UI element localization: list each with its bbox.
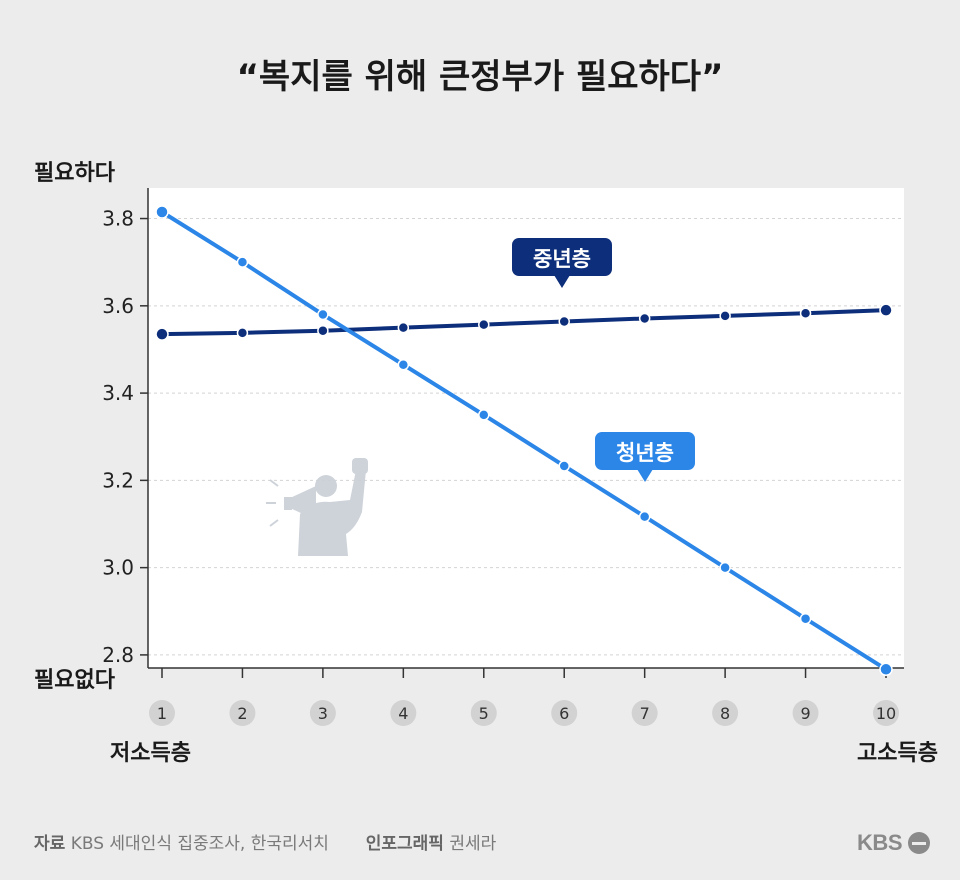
data-point: [558, 315, 570, 328]
megaphone-protester-icon: [266, 458, 368, 556]
source-credit: 자료 KBS 세대인식 집중조사, 한국리서치 인포그래픽 권세라: [34, 829, 496, 854]
x-tick-label: 3: [318, 704, 328, 723]
series-line-2: [160, 210, 888, 672]
x-tick-label: 5: [479, 704, 489, 723]
x-tick-label: 10: [876, 704, 896, 723]
graphic-credit-text: 권세라: [449, 834, 497, 854]
kbs-logo-mark-icon: [908, 832, 930, 854]
y-tick-label: 3.4: [102, 381, 134, 405]
data-point: [317, 308, 329, 321]
x-tick-label: 8: [720, 704, 730, 723]
x-tick-label: 9: [800, 704, 810, 723]
data-point: [638, 510, 651, 523]
data-point: [236, 327, 249, 339]
y-tick-label: 3.8: [102, 207, 134, 231]
x-tick-label: 4: [398, 704, 408, 723]
x-tick-badge: [309, 700, 336, 726]
data-point: [799, 307, 812, 319]
x-axis-left-label: 저소득층: [110, 741, 191, 766]
x-tick-label: 7: [640, 704, 650, 723]
x-tick-badge: [792, 700, 819, 726]
x-tick-badge: [631, 700, 658, 726]
data-point: [879, 303, 893, 317]
x-tick-label: 1: [157, 704, 167, 723]
x-tick-badge: [149, 700, 175, 726]
series-label-2: 청년층: [595, 432, 695, 482]
series-label-text: 청년층: [616, 441, 674, 465]
data-point: [155, 327, 169, 341]
series-label-box: [512, 238, 612, 276]
data-point: [155, 205, 169, 219]
y-tick-label: 3.6: [102, 294, 134, 318]
x-tick-badge: [390, 700, 417, 726]
series-line-1: [161, 308, 887, 337]
x-tick-badge: [470, 700, 497, 726]
series-label-box: [595, 432, 695, 470]
x-axis-right-label: 고소득층: [857, 741, 938, 766]
series-label-pointer: [637, 469, 653, 482]
chart-title: “복지를 위해 큰정부가 필요하다”: [237, 57, 724, 97]
graphic-credit-label: 인포그래픽: [365, 834, 444, 854]
x-tick-label: 2: [237, 704, 247, 723]
x-tick-badge: [551, 700, 578, 726]
data-point: [799, 612, 812, 625]
source-text: KBS 세대인식 집중조사, 한국리서치: [70, 834, 329, 854]
x-tick-label: 6: [559, 704, 569, 723]
data-point: [397, 321, 410, 334]
data-point: [638, 312, 651, 325]
kbs-logo-text: KBS: [857, 830, 902, 855]
y-tick-label: 3.0: [102, 556, 134, 580]
data-point: [558, 460, 570, 472]
data-point: [478, 318, 490, 331]
data-point: [719, 310, 731, 322]
data-point: [236, 256, 249, 268]
series-label-pointer: [554, 275, 570, 288]
y-tick-label: 3.2: [102, 468, 134, 492]
series-label-1: 중년층: [512, 238, 612, 288]
x-tick-badge: [229, 700, 256, 726]
y-tick-label: 2.8: [102, 643, 134, 667]
data-point: [478, 409, 490, 421]
data-point: [719, 561, 731, 574]
series-label-text: 중년층: [533, 247, 591, 271]
y-axis-top-label: 필요하다: [34, 161, 116, 186]
data-point: [879, 662, 893, 677]
source-label: 자료: [34, 834, 66, 854]
y-axis-bottom-label: 필요없다: [34, 668, 116, 693]
data-point: [317, 324, 329, 337]
data-point: [397, 358, 410, 371]
kbs-logo: KBS: [857, 830, 930, 856]
x-tick-badge: [873, 700, 899, 726]
x-tick-badge: [712, 700, 739, 726]
